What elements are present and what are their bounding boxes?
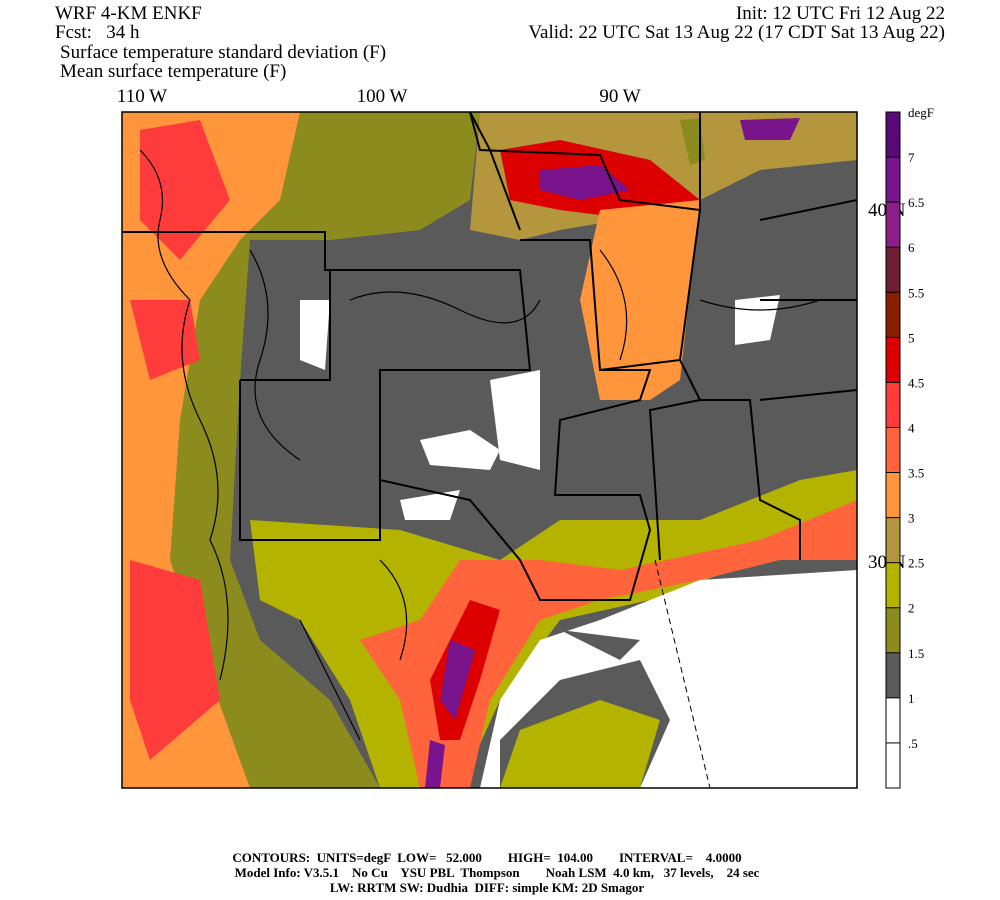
colorbar-label: 4 <box>908 420 915 435</box>
model-name: WRF 4-KM ENKF <box>55 3 202 24</box>
field-name: Mean surface temperature (F) <box>60 61 286 82</box>
colorbar-label: 1 <box>908 691 915 706</box>
colorbar-swatch <box>886 562 900 608</box>
longitude-label: 90 W <box>599 86 640 107</box>
colorbar-label: 5 <box>908 330 915 345</box>
colorbar-swatch <box>886 382 900 428</box>
colorbar-swatch <box>886 652 900 698</box>
colorbar-swatch <box>886 337 900 383</box>
field-name: Surface temperature standard deviation (… <box>60 42 386 63</box>
colorbar-swatch <box>886 157 900 203</box>
colorbar-label: 3 <box>908 511 915 526</box>
colorbar-label: 3.5 <box>908 466 924 481</box>
colorbar-label: 5.5 <box>908 285 924 300</box>
colorbar-frame <box>885 111 901 789</box>
colorbar-label: 2 <box>908 601 915 616</box>
colorbar-swatch <box>886 742 900 788</box>
footer-line: LW: RRTM SW: Dudhia DIFF: simple KM: 2D … <box>330 880 645 895</box>
map <box>121 111 858 789</box>
colorbar-label: 6.5 <box>908 195 924 210</box>
footer-line: Model Info: V3.5.1 No Cu YSU PBL Thompso… <box>235 865 760 880</box>
colorbar-swatch <box>886 202 900 248</box>
valid-time: Valid: 22 UTC Sat 13 Aug 22 (17 CDT Sat … <box>528 22 945 43</box>
colorbar-swatch <box>886 247 900 293</box>
colorbar-label: 2.5 <box>908 556 924 571</box>
colorbar-unit: degF <box>908 105 934 120</box>
longitude-label: 110 W <box>117 86 167 107</box>
colorbar-swatch <box>886 292 900 338</box>
colorbar-label: .5 <box>908 736 918 751</box>
colorbar-swatch <box>886 517 900 563</box>
init-time: Init: 12 UTC Fri 12 Aug 22 <box>736 3 945 24</box>
colorbar-label: 1.5 <box>908 646 924 661</box>
colorbar-swatch <box>886 472 900 518</box>
forecast-hour: Fcst: 34 h <box>55 22 140 43</box>
colorbar-label: 7 <box>908 150 915 165</box>
footer-line: CONTOURS: UNITS=degF LOW= 52.000 HIGH= 1… <box>232 850 741 865</box>
colorbar-label: 6 <box>908 240 915 255</box>
colorbar-swatch <box>886 112 900 158</box>
colorbar-swatch <box>886 697 900 743</box>
colorbar-label: 4.5 <box>908 375 924 390</box>
colorbar-swatch <box>886 607 900 653</box>
colorbar-swatch <box>886 427 900 473</box>
colorbar: .5 1 1.5 2 2.5 3 3.5 4 4.5 5 5.5 6 6.5 7 <box>885 111 924 789</box>
longitude-label: 100 W <box>357 86 408 107</box>
